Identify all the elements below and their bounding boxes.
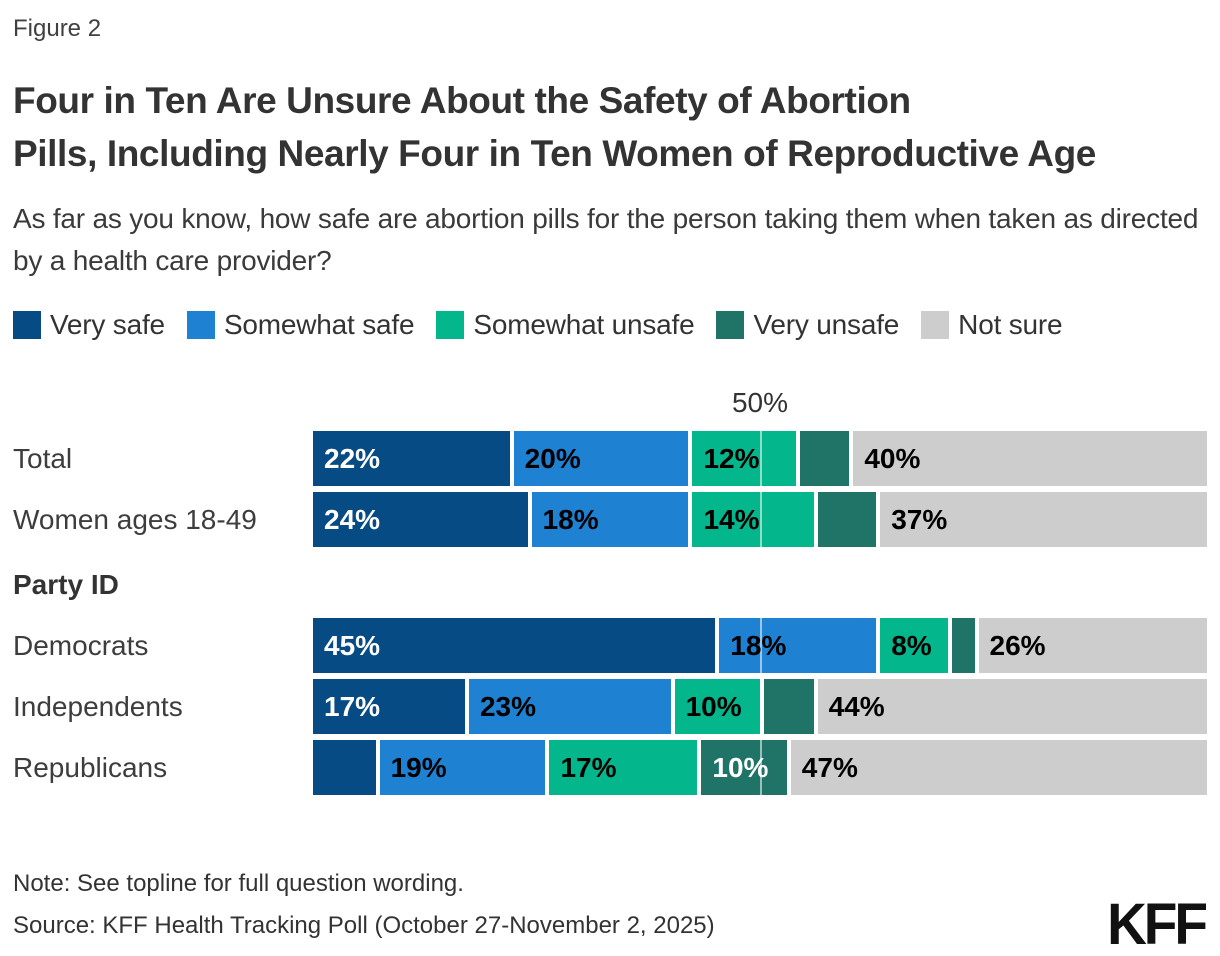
bar-segment-very-safe [313, 740, 376, 795]
gridline-50-percent [760, 431, 762, 486]
legend-swatch-somewhat-safe [186, 310, 215, 339]
axis-spacer [13, 387, 313, 417]
legend-item-not-sure: Not sure [921, 308, 1063, 341]
bar-segment-very-safe: 17% [313, 679, 465, 734]
bar-row-independents: Independents 17% 23% 10% 44% [13, 679, 1207, 734]
row-label: Republicans [13, 752, 168, 783]
source-text: Source: KFF Health Tracking Poll (Octobe… [13, 912, 715, 939]
segment-value-label: 37% [891, 503, 948, 535]
legend-label: Very unsafe [753, 308, 900, 340]
axis-track: 50% [313, 387, 1207, 418]
bar-row-republicans: Republicans 19% 17% 10% 47% [13, 740, 1207, 795]
bar-segment-very-safe: 45% [313, 618, 716, 673]
bar-segment-very-unsafe [947, 618, 975, 673]
segment-value-label: 20% [524, 442, 581, 474]
row-label: Democrats [13, 630, 149, 661]
segment-value-label: 24% [324, 503, 381, 535]
bar-track: 22% 20% 12% 40% [313, 431, 1207, 486]
bar-segment-not-sure: 26% [974, 618, 1207, 673]
bar-segment-somewhat-safe: 23% [464, 679, 671, 734]
bar-segment-somewhat-unsafe: 8% [876, 618, 948, 673]
bar-segment-not-sure: 44% [813, 679, 1207, 734]
legend-swatch-very-unsafe [716, 310, 745, 339]
axis-tick-50: 50% [731, 387, 789, 418]
segment-value-label: 10% [712, 751, 769, 783]
kff-logo: KFF [1107, 892, 1208, 956]
legend-label: Not sure [958, 308, 1063, 340]
axis-row: 50% [13, 387, 1207, 418]
segment-value-label: 44% [828, 690, 885, 722]
legend-item-very-safe: Very safe [13, 309, 165, 341]
segment-value-label: 14% [703, 503, 760, 535]
segment-value-label: 40% [864, 442, 921, 474]
legend-swatch-somewhat-unsafe [436, 310, 465, 339]
legend-swatch-very-safe [13, 310, 41, 339]
group-heading-party-id: Party ID [13, 569, 119, 600]
bar-segment-not-sure: 40% [849, 431, 1207, 486]
legend-item-somewhat-unsafe: Somewhat unsafe [436, 308, 695, 341]
bar-segment-somewhat-safe: 20% [509, 431, 689, 486]
segment-value-label: 8% [891, 629, 932, 661]
bar-track: 17% 23% 10% 44% [313, 679, 1207, 734]
chart-subtitle: As far as you know, how safe are abortio… [13, 203, 1199, 276]
segment-value-label: 17% [324, 690, 381, 722]
chart-rows: Total 22% 20% 12% 40% Women ages 18-49 24% 18% 1… [13, 431, 1207, 795]
bar-segment-very-unsafe: 10% [697, 740, 787, 795]
segment-value-label: 26% [989, 629, 1046, 661]
bar-segment-very-unsafe [795, 431, 850, 486]
legend-label: Very safe [50, 308, 165, 340]
legend-label: Somewhat safe [223, 308, 415, 340]
bar-segment-not-sure: 47% [786, 740, 1207, 795]
segment-value-label: 18% [730, 629, 787, 661]
segment-value-label: 17% [560, 751, 617, 783]
bar-segment-somewhat-safe: 19% [375, 740, 546, 795]
chart-title: Four in Ten Are Unsure About the Safety … [13, 74, 1207, 180]
bar-segment-somewhat-safe: 18% [527, 492, 689, 547]
bar-track: 24% 18% 14% 37% [313, 492, 1207, 547]
bar-segment-somewhat-safe: 18% [715, 618, 877, 673]
row-label: Total [13, 443, 73, 474]
legend-item-somewhat-safe: Somewhat safe [186, 308, 415, 341]
legend-label: Somewhat unsafe [473, 308, 695, 340]
bar-segment-very-unsafe [813, 492, 877, 547]
bar-track: 45% 18% 8% 26% [313, 618, 1207, 673]
segment-value-label: 12% [703, 442, 760, 474]
legend-item-very-unsafe: Very unsafe [716, 309, 899, 341]
segment-value-label: 19% [390, 751, 447, 783]
bar-segment-very-unsafe [759, 679, 814, 734]
segment-value-label: 18% [542, 503, 599, 535]
bar-row-democrats: Democrats 45% 18% 8% 26% [13, 618, 1207, 673]
bar-segment-not-sure: 37% [876, 492, 1207, 547]
chart-title-line-1: Four in Ten Are Unsure About the Safety … [13, 80, 911, 121]
segment-value-label: 45% [324, 629, 381, 661]
segment-value-label: 23% [479, 690, 537, 722]
bar-segment-very-safe: 24% [313, 492, 528, 547]
segment-value-label: 22% [324, 442, 381, 474]
row-label: Independents [13, 691, 183, 722]
legend-swatch-not-sure [921, 310, 950, 339]
segment-value-label: 47% [801, 751, 858, 783]
gridline-50-percent [760, 492, 762, 547]
chart-title-line-2: Pills, Including Nearly Four in Ten Wome… [13, 133, 1096, 174]
note-text: Note: See topline for full question word… [13, 870, 464, 897]
segment-value-label: 10% [685, 690, 742, 722]
bar-segment-somewhat-unsafe: 14% [688, 492, 814, 547]
bar-segment-very-safe: 22% [313, 431, 510, 486]
gridline-50-percent [760, 740, 762, 795]
bar-row-total: Total 22% 20% 12% 40% [13, 431, 1207, 486]
figure-label: Figure 2 [13, 15, 102, 42]
gridline-50-percent [760, 618, 762, 673]
legend: Very safe Somewhat safe Somewhat unsafe Ver… [13, 308, 1207, 341]
gridline-50-percent [760, 679, 762, 734]
row-label: Women ages 18-49 [13, 504, 257, 535]
bar-segment-somewhat-unsafe: 12% [688, 431, 796, 486]
bar-segment-somewhat-unsafe: 10% [670, 679, 760, 734]
bar-row-women-ages-18-49: Women ages 18-49 24% 18% 14% 37% [13, 492, 1207, 547]
bar-segment-somewhat-unsafe: 17% [545, 740, 698, 795]
bar-track: 19% 17% 10% 47% [313, 740, 1207, 795]
